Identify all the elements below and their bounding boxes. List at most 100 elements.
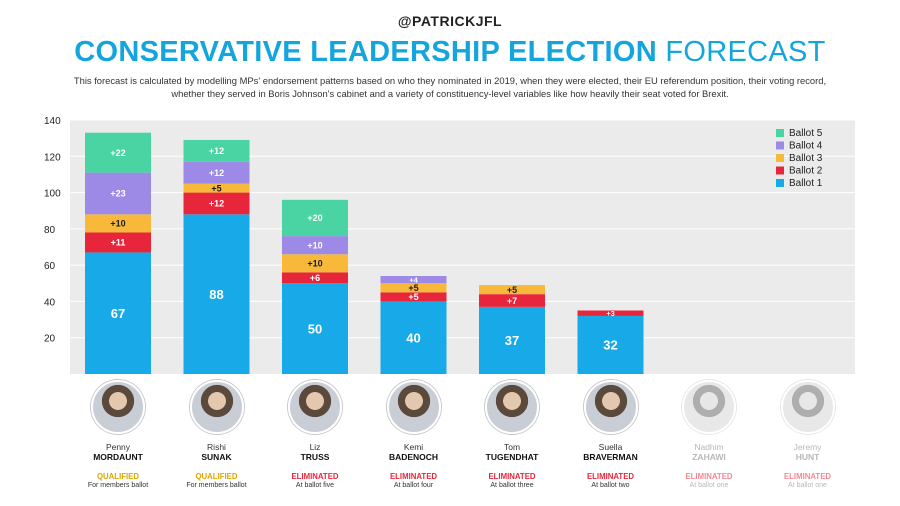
bar-value-label: +12: [209, 146, 224, 156]
candidate-avatar: [288, 380, 342, 434]
candidate-last-name: SUNAK: [201, 452, 232, 462]
description: This forecast is calculated by modelling…: [73, 75, 827, 99]
bar-value-label: 67: [111, 306, 125, 321]
candidate-card: Nadhim ZAHAWI ELIMINATED At ballot one: [661, 380, 757, 491]
candidate-first-name: Suella: [598, 442, 623, 452]
bar-value-label: +10: [110, 219, 125, 229]
bar-value-label: +3: [606, 309, 615, 318]
candidate-first-name: Liz: [309, 442, 321, 452]
bar-segment: [183, 192, 250, 215]
legend-label: Ballot 1: [789, 178, 823, 189]
candidate-last-name: TRUSS: [300, 452, 330, 462]
bar-segment: [479, 306, 545, 374]
bar-value-label: +5: [211, 183, 221, 193]
candidate-first-name: Penny: [105, 442, 131, 452]
bar-segment: [577, 310, 644, 316]
candidate-card: Rishi SUNAK QUALIFIED For members ballot: [169, 380, 265, 491]
y-tick-label: 140: [44, 116, 61, 127]
legend-label: Ballot 4: [789, 141, 823, 152]
bar-value-label: 37: [505, 333, 519, 348]
candidate-status-detail: For members ballot: [186, 482, 247, 489]
bar-segment: [85, 252, 151, 374]
bar-segment: [183, 183, 250, 193]
candidate-first-name: Jeremy: [793, 442, 822, 452]
candidate-last-name: ZAHAWI: [692, 452, 726, 462]
candidate-avatar: [780, 380, 835, 434]
bar-value-label: +20: [307, 213, 322, 223]
bar-segment: [282, 283, 348, 374]
bar-segment: [282, 199, 348, 237]
candidate-status-detail: At ballot three: [490, 482, 534, 489]
bar-value-label: 40: [406, 330, 420, 345]
candidate-status-detail: At ballot five: [295, 482, 335, 489]
bar-value-label: +7: [507, 296, 517, 306]
bar-segment: [282, 254, 348, 273]
bar-value-label: +10: [307, 259, 322, 269]
candidate-status-detail: At ballot four: [393, 482, 434, 489]
candidate-card: Penny MORDAUNT QUALIFIED For members ballot: [70, 380, 166, 491]
candidate-last-name: BADENOCH: [388, 452, 439, 462]
candidate-avatar: [386, 380, 441, 434]
bar-value-label: +12: [209, 168, 224, 178]
candidate-first-name: Rishi: [207, 442, 226, 452]
author-handle: @PATRICKJFL: [397, 13, 503, 29]
legend-swatch: [776, 141, 784, 150]
bar-segment: [85, 132, 151, 173]
candidate-card: Liz TRUSS ELIMINATED At ballot five: [267, 380, 363, 491]
legend-swatch: [776, 166, 784, 175]
bar-value-label: +22: [110, 148, 125, 158]
candidate-first-name: Kemi: [403, 442, 424, 452]
bar-value-label: 50: [308, 321, 322, 336]
y-tick-label: 20: [44, 334, 56, 345]
candidate-last-name: HUNT: [795, 452, 820, 462]
bar-segment: [479, 285, 545, 295]
candidate-last-name: TUGENDHAT: [485, 452, 539, 462]
y-tick-label: 80: [44, 225, 56, 236]
bar-segment: [85, 214, 151, 233]
candidate-avatar: [682, 380, 736, 434]
candidate-first-name: Tom: [503, 442, 521, 452]
legend-label: Ballot 3: [789, 153, 823, 164]
y-tick-label: 100: [44, 189, 61, 200]
bar-value-label: +11: [111, 238, 126, 248]
bar-value-label: +6: [310, 273, 320, 283]
candidate-status-detail: For members ballot: [87, 482, 149, 489]
bar-segment: [85, 172, 151, 215]
candidate-status: ELIMINATED: [389, 472, 438, 481]
candidate-avatar: [583, 380, 638, 434]
legend-swatch: [776, 179, 784, 187]
candidate-status: QUALIFIED: [195, 472, 238, 481]
bar-segment: [380, 283, 447, 293]
candidate-avatar: [485, 380, 539, 434]
bar-value-label: 32: [603, 338, 617, 353]
y-tick-label: 120: [44, 152, 61, 163]
y-tick-label: 60: [44, 261, 56, 272]
bar-segment: [577, 315, 644, 374]
bar-segment: [282, 236, 348, 255]
bar-value-label: +12: [209, 199, 224, 209]
candidate-card: Jeremy HUNT ELIMINATED At ballot one: [760, 380, 856, 491]
bar-value-label: 88: [209, 287, 223, 302]
bar-value-label: +5: [507, 285, 517, 295]
candidate-status-detail: At ballot one: [689, 482, 729, 489]
candidate-status: ELIMINATED: [783, 472, 832, 481]
bar-segment: [183, 139, 250, 162]
candidate-status-detail: At ballot two: [591, 482, 630, 489]
candidate-status-detail: At ballot one: [788, 482, 827, 489]
bar-segment: [479, 294, 545, 307]
bar-segment: [380, 276, 447, 284]
candidate-status: ELIMINATED: [586, 472, 635, 481]
page-title: CONSERVATIVE LEADERSHIP ELECTION FORECAS…: [0, 36, 900, 69]
bar-segment: [282, 272, 348, 284]
candidate-status: ELIMINATED: [488, 472, 536, 481]
bar-segment: [380, 301, 447, 374]
candidate-card: Kemi BADENOCH ELIMINATED At ballot four: [366, 380, 462, 491]
candidate-status: ELIMINATED: [685, 472, 733, 481]
y-tick-label: 40: [44, 297, 56, 308]
candidate-avatar: [91, 380, 145, 434]
bar-value-label: +10: [307, 240, 322, 250]
title-bold: CONSERVATIVE LEADERSHIP ELECTION: [74, 36, 658, 68]
bar-segment: [183, 161, 250, 184]
legend-swatch: [776, 154, 784, 162]
